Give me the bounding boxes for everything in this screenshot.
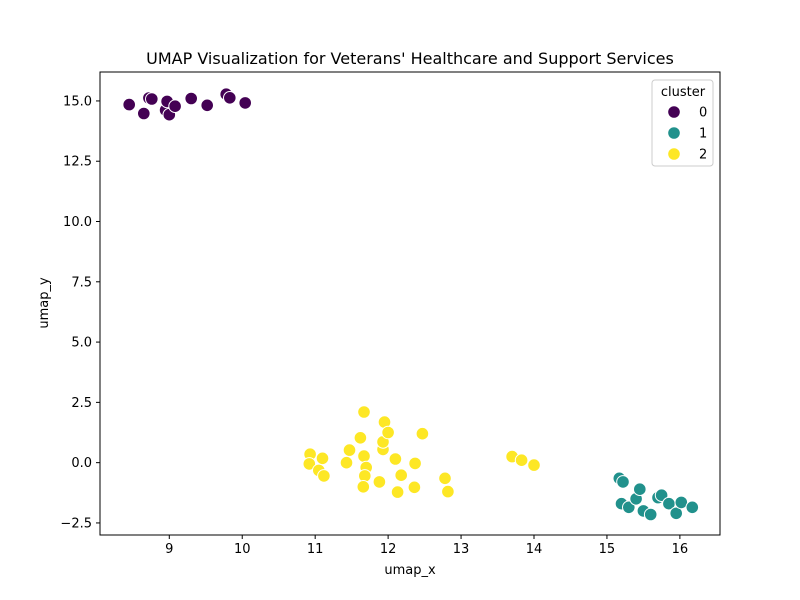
data-point-cluster-0 xyxy=(223,91,237,105)
y-tick-label: 7.5 xyxy=(71,275,92,290)
legend: cluster 0 1 2 xyxy=(651,79,714,167)
data-point-cluster-2 xyxy=(302,457,317,471)
data-point-cluster-2 xyxy=(357,449,371,463)
plot-frame xyxy=(99,71,721,536)
x-tick-label: 11 xyxy=(307,542,324,557)
x-tick-label: 16 xyxy=(672,542,689,557)
data-point-cluster-2 xyxy=(381,425,395,440)
points-layer xyxy=(122,87,700,522)
data-point-cluster-0 xyxy=(184,91,198,106)
legend-marker-cluster-1 xyxy=(667,126,681,140)
legend-label-cluster-1: 1 xyxy=(699,127,707,142)
data-point-cluster-2 xyxy=(438,471,452,486)
data-point-cluster-2 xyxy=(415,426,430,441)
legend-label-cluster-0: 0 xyxy=(699,106,707,121)
data-point-cluster-2 xyxy=(388,452,403,466)
data-point-cluster-0 xyxy=(238,96,252,110)
data-point-cluster-1 xyxy=(616,475,630,489)
x-tick-label: 15 xyxy=(599,542,616,557)
legend-box xyxy=(651,79,714,167)
x-tick-label: 13 xyxy=(453,542,470,557)
data-point-cluster-2 xyxy=(317,469,331,483)
data-point-cluster-1 xyxy=(669,506,684,521)
data-point-cluster-2 xyxy=(353,431,368,445)
data-point-cluster-2 xyxy=(315,451,330,466)
data-point-cluster-1 xyxy=(685,500,700,515)
data-point-cluster-2 xyxy=(441,484,455,499)
data-point-cluster-1 xyxy=(633,482,647,497)
legend-title: cluster xyxy=(661,85,706,100)
x-axis-label: umap_x xyxy=(384,563,436,578)
data-point-cluster-2 xyxy=(372,475,387,489)
data-point-cluster-2 xyxy=(357,405,371,419)
data-point-cluster-1 xyxy=(643,507,658,522)
data-point-cluster-2 xyxy=(527,458,541,472)
y-axis-label: umap_y xyxy=(37,277,52,329)
data-point-cluster-2 xyxy=(408,456,422,471)
data-point-cluster-0 xyxy=(122,97,136,112)
y-tick-label: −2.5 xyxy=(60,516,92,531)
data-point-cluster-0 xyxy=(137,106,151,121)
x-axis: 9 10 11 12 13 14 15 16 xyxy=(165,535,688,557)
x-tick-label: 14 xyxy=(526,542,543,557)
y-tick-label: 0.0 xyxy=(71,456,92,471)
data-point-cluster-0 xyxy=(168,99,182,113)
y-tick-label: 15.0 xyxy=(63,94,92,109)
y-tick-label: 10.0 xyxy=(63,215,92,230)
data-point-cluster-2 xyxy=(339,455,354,470)
x-tick-label: 9 xyxy=(165,542,173,557)
y-tick-label: 5.0 xyxy=(71,336,92,351)
y-tick-label: 12.5 xyxy=(63,155,92,170)
legend-label-cluster-2: 2 xyxy=(699,148,707,163)
data-point-cluster-2 xyxy=(342,443,357,457)
x-tick-label: 10 xyxy=(234,542,251,557)
data-point-cluster-2 xyxy=(514,453,529,468)
chart-title: UMAP Visualization for Veterans' Healthc… xyxy=(146,49,674,68)
data-point-cluster-2 xyxy=(407,480,422,495)
data-point-cluster-0 xyxy=(145,92,159,106)
data-point-cluster-2 xyxy=(390,485,405,499)
legend-marker-cluster-2 xyxy=(667,147,681,161)
y-axis: −2.5 0.0 2.5 5.0 7.5 10.0 12.5 15.0 xyxy=(60,94,100,531)
data-point-cluster-0 xyxy=(200,98,214,113)
data-point-cluster-2 xyxy=(394,468,409,483)
data-point-cluster-2 xyxy=(356,480,371,494)
legend-marker-cluster-0 xyxy=(667,105,681,119)
y-tick-label: 2.5 xyxy=(71,396,92,411)
x-tick-label: 12 xyxy=(380,542,397,557)
